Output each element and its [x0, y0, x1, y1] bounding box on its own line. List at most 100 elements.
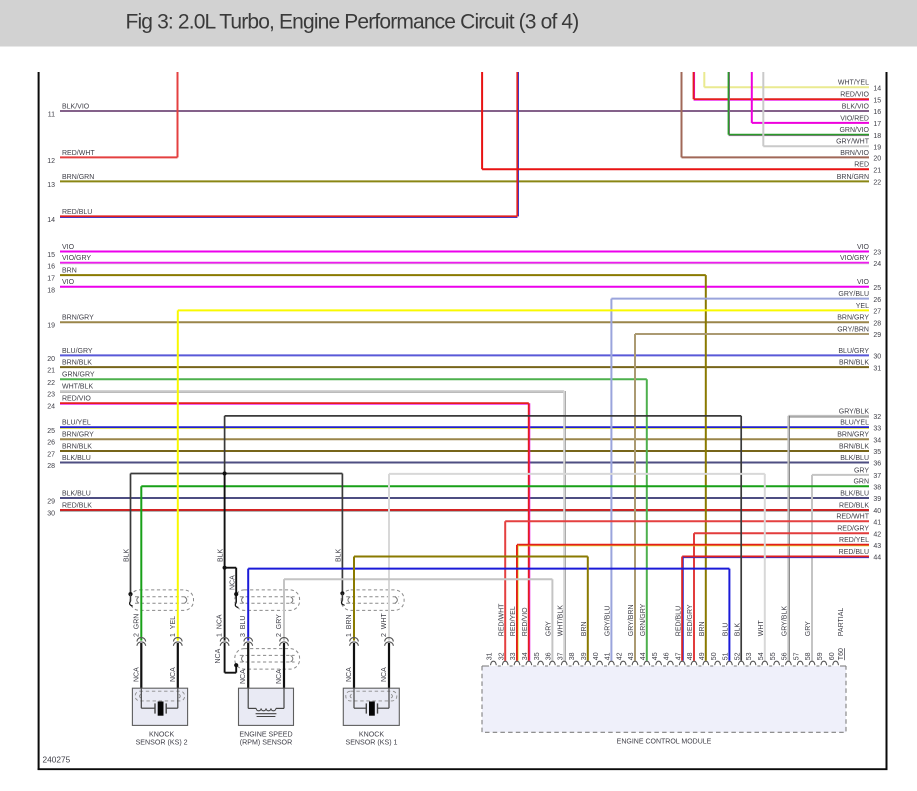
svg-text:Fig 3: 2.0L Turbo, Engine Perf: Fig 3: 2.0L Turbo, Engine Performance Ci…	[126, 11, 579, 34]
svg-text:NCA: NCA	[381, 667, 388, 682]
svg-text:16: 16	[873, 109, 881, 116]
svg-text:14: 14	[47, 217, 55, 224]
svg-text:GRY: GRY	[854, 467, 869, 474]
svg-text:BLK/BLU: BLK/BLU	[62, 490, 91, 497]
svg-text:20: 20	[873, 156, 881, 163]
svg-text:52: 52	[734, 652, 741, 660]
svg-text:21: 21	[47, 368, 55, 375]
svg-text:RED/BLU: RED/BLU	[839, 549, 869, 556]
svg-text:BLK: BLK	[124, 548, 131, 562]
svg-text:37: 37	[557, 652, 564, 660]
svg-text:BLK: BLK	[734, 623, 741, 637]
svg-text:RED: RED	[854, 162, 869, 169]
svg-text:27: 27	[47, 452, 55, 459]
svg-text:SENSOR (KS) 1: SENSOR (KS) 1	[345, 738, 397, 746]
svg-text:25: 25	[873, 285, 881, 292]
svg-text:13: 13	[47, 182, 55, 189]
svg-text:BRN/BLK: BRN/BLK	[839, 360, 869, 367]
svg-text:18: 18	[47, 287, 55, 294]
svg-text:27: 27	[873, 309, 881, 316]
svg-text:BLK/VIO: BLK/VIO	[62, 103, 90, 110]
svg-text:VIO: VIO	[62, 244, 75, 251]
svg-text:240275: 240275	[43, 754, 71, 764]
svg-text:RED/GRY: RED/GRY	[837, 526, 869, 533]
svg-text:23: 23	[47, 392, 55, 399]
svg-text:56: 56	[782, 652, 789, 660]
svg-text:NCA: NCA	[346, 667, 353, 682]
svg-text:BRN/GRY: BRN/GRY	[837, 432, 869, 439]
svg-text:48: 48	[687, 652, 694, 660]
svg-text:36: 36	[546, 652, 553, 660]
svg-text:49: 49	[699, 652, 706, 660]
svg-text:NCA: NCA	[276, 669, 283, 684]
svg-text:25: 25	[47, 428, 55, 435]
svg-text:41: 41	[605, 652, 612, 660]
svg-text:VIO: VIO	[62, 279, 75, 286]
svg-text:BLK/BLU: BLK/BLU	[62, 455, 91, 462]
svg-text:(RPM) SENSOR: (RPM) SENSOR	[240, 738, 292, 746]
svg-text:NCA: NCA	[229, 575, 236, 590]
svg-text:11: 11	[48, 112, 55, 119]
svg-text:GRN/GRY: GRN/GRY	[640, 603, 647, 636]
svg-text:38: 38	[873, 485, 881, 492]
svg-text:60: 60	[829, 652, 836, 660]
svg-text:GRN/GRY: GRN/GRY	[62, 372, 95, 379]
svg-text:GRY/WHT: GRY/WHT	[836, 139, 870, 146]
svg-text:31: 31	[487, 652, 494, 660]
svg-text:35: 35	[534, 652, 541, 660]
svg-text:BRN/BLK: BRN/BLK	[839, 443, 869, 450]
svg-text:50: 50	[711, 652, 718, 660]
svg-text:RED/BLK: RED/BLK	[839, 502, 869, 509]
svg-text:GRY: GRY	[805, 621, 812, 636]
svg-text:GRN: GRN	[853, 479, 869, 486]
svg-text:GRY/BLK: GRY/BLK	[839, 408, 870, 415]
svg-text:RED/YEL: RED/YEL	[839, 537, 869, 544]
svg-text:BLK/VIO: BLK/VIO	[842, 103, 870, 110]
svg-text:GRY/BLK: GRY/BLK	[782, 606, 789, 637]
svg-text:NCA: NCA	[215, 648, 222, 663]
svg-text:SENSOR (KS) 2: SENSOR (KS) 2	[136, 738, 188, 746]
svg-text:KNOCK: KNOCK	[149, 730, 174, 738]
svg-text:43: 43	[873, 543, 881, 550]
svg-text:40: 40	[873, 508, 881, 515]
svg-text:VIO: VIO	[857, 279, 870, 286]
svg-text:37: 37	[873, 473, 881, 480]
svg-text:33: 33	[510, 652, 517, 660]
svg-text:14: 14	[873, 86, 881, 93]
svg-text:24: 24	[873, 261, 881, 268]
svg-text:GRN/VIO: GRN/VIO	[839, 127, 869, 134]
svg-text:WHT/YEL: WHT/YEL	[838, 80, 869, 87]
svg-text:VIO: VIO	[857, 244, 870, 251]
svg-text:GRY/BRN: GRY/BRN	[628, 604, 635, 636]
svg-text:28: 28	[873, 320, 881, 327]
svg-text:BLK: BLK	[335, 548, 342, 562]
svg-text:15: 15	[873, 97, 881, 104]
svg-text:BRN/GRY: BRN/GRY	[837, 315, 869, 322]
svg-text:32: 32	[498, 652, 505, 660]
svg-text:38: 38	[569, 652, 576, 660]
svg-text:RED/VIO: RED/VIO	[840, 92, 869, 99]
svg-text:24: 24	[47, 404, 55, 411]
svg-text:BRN: BRN	[699, 621, 706, 636]
svg-text:ENGINE SPEED: ENGINE SPEED	[239, 730, 292, 738]
svg-text:51: 51	[723, 652, 730, 660]
svg-text:33: 33	[873, 426, 881, 433]
svg-text:2 GRN: 2 GRN	[133, 614, 140, 637]
svg-text:ENGINE CONTROL MODULE: ENGINE CONTROL MODULE	[617, 739, 712, 746]
svg-text:YEL: YEL	[856, 303, 869, 310]
svg-text:1 BRN: 1 BRN	[346, 614, 353, 637]
svg-text:VIO/GRY: VIO/GRY	[62, 255, 91, 262]
svg-text:32: 32	[873, 414, 881, 421]
svg-text:GRY: GRY	[546, 621, 553, 636]
svg-text:17: 17	[47, 276, 55, 283]
svg-text:BRN/GRY: BRN/GRY	[62, 315, 94, 322]
svg-text:NCA: NCA	[170, 667, 177, 682]
svg-text:BRN/GRN: BRN/GRN	[837, 174, 869, 181]
svg-text:21: 21	[873, 167, 881, 174]
svg-text:22: 22	[47, 380, 55, 387]
svg-text:55: 55	[770, 652, 777, 660]
svg-text:53: 53	[746, 652, 753, 660]
svg-text:57: 57	[793, 652, 800, 660]
svg-text:KNOCK: KNOCK	[359, 730, 384, 738]
svg-text:54: 54	[758, 652, 765, 660]
